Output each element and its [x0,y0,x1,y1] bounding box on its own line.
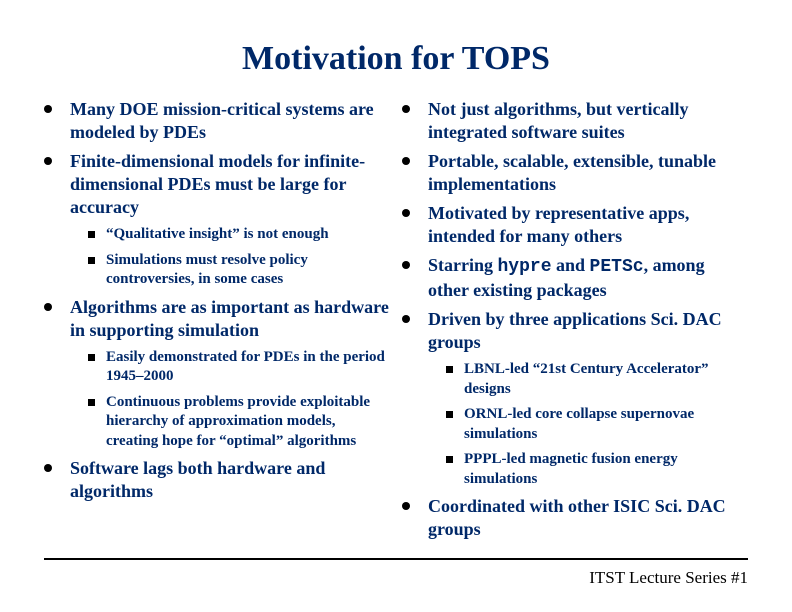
footer-divider [44,558,748,560]
footer-text: ITST Lecture Series #1 [589,568,748,588]
sub-list-item: “Qualitative insight” is not enough [70,225,390,245]
right-list: Not just algorithms, but vertically inte… [402,98,748,541]
sub-list-item: Continuous problems provide exploitable … [70,393,390,452]
list-item: Motivated by representative apps, intend… [402,202,748,248]
sub-list: Easily demonstrated for PDEs in the peri… [70,348,390,452]
sub-list-item: LBNL-led “21st Century Accelerator” desi… [428,360,748,399]
right-column: Not just algorithms, but vertically inte… [402,98,748,547]
list-item: Algorithms are as important as hardware … [44,296,390,452]
sub-list-item: PPPL-led magnetic fusion energy simulati… [428,450,748,489]
list-item: Many DOE mission-critical systems are mo… [44,98,390,144]
sub-list-item: Simulations must resolve policy controve… [70,251,390,290]
list-item: Not just algorithms, but vertically inte… [402,98,748,144]
content-columns: Many DOE mission-critical systems are mo… [44,98,748,547]
sub-list-item: Easily demonstrated for PDEs in the peri… [70,348,390,387]
list-item: Finite-dimensional models for infinite-d… [44,150,390,290]
list-item: Coordinated with other ISIC Sci. DAC gro… [402,495,748,541]
list-item: Software lags both hardware and algorith… [44,457,390,503]
sub-list: LBNL-led “21st Century Accelerator” desi… [428,360,748,489]
slide-title: Motivation for TOPS [44,40,748,78]
sub-list: “Qualitative insight” is not enough Simul… [70,225,390,290]
list-item: Starring hypre and PETSc, among other ex… [402,254,748,302]
slide: Motivation for TOPS Many DOE mission-cri… [0,0,792,612]
left-list: Many DOE mission-critical systems are mo… [44,98,390,503]
list-item: Driven by three applications Sci. DAC gr… [402,308,748,489]
sub-list-item: ORNL-led core collapse supernovae simula… [428,405,748,444]
list-item: Portable, scalable, extensible, tunable … [402,150,748,196]
left-column: Many DOE mission-critical systems are mo… [44,98,390,547]
